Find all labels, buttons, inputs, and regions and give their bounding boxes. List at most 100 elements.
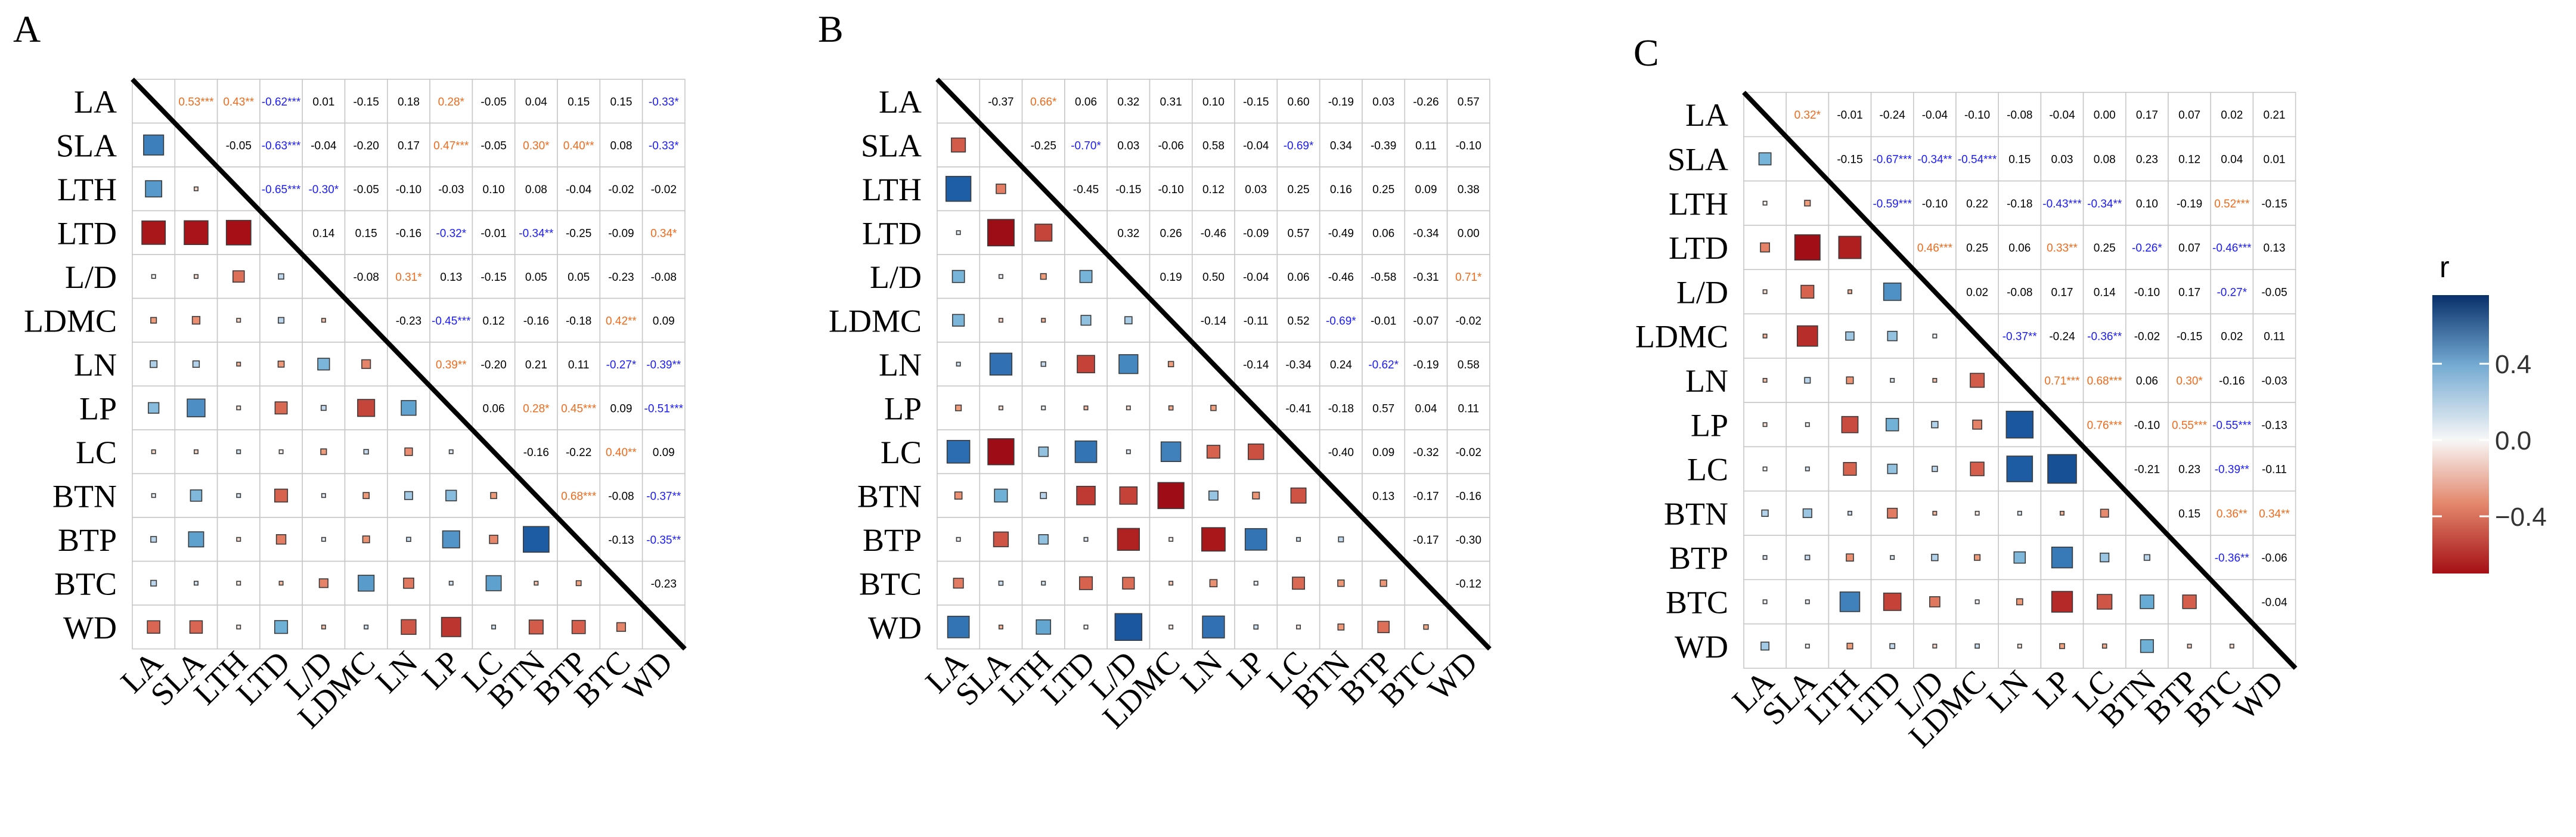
- corr-square-btc-ldmc: [1974, 599, 1980, 604]
- corr-square-ldmc-la: [952, 314, 965, 327]
- grid-cell: [557, 342, 601, 387]
- col-label-wd: WD: [1421, 644, 1484, 708]
- corr-coefficient-lth-wd: -0.15: [2261, 198, 2287, 210]
- corr-square-lth-sla: [996, 184, 1006, 194]
- corr-square-wd-lc: [1296, 624, 1301, 630]
- corr-square-wd-lp: [1253, 624, 1259, 630]
- grid-cell: [429, 210, 473, 255]
- grid-cell: [1276, 122, 1320, 168]
- corr-coefficient-ln-lc: 0.68***: [2087, 375, 2123, 388]
- corr-square-ldmc-ltd: [1887, 330, 1898, 342]
- corr-coefficient-lth-ltd: -0.65***: [262, 184, 301, 196]
- grid-cell: [174, 79, 218, 124]
- corr-square-lp-sla: [998, 405, 1003, 411]
- grid-cell: [2252, 579, 2296, 625]
- corr-coefficient-l-d-ln: -0.08: [2007, 286, 2032, 299]
- corr-square-btp-ltd: [1083, 537, 1089, 542]
- corr-square-lp-sla: [1805, 422, 1810, 427]
- corr-square-btn-lp: [1252, 491, 1260, 500]
- corr-coefficient-ldmc-lc: 0.52: [1288, 315, 1310, 327]
- corr-square-btp-ldmc: [1974, 554, 1981, 561]
- corr-coefficient-l-d-lc: 0.14: [2094, 286, 2116, 299]
- legend-tick-label: 0.0: [2495, 426, 2531, 455]
- row-label-btp: BTP: [58, 522, 117, 558]
- grid-cell: [557, 210, 601, 255]
- corr-coefficient-lc-btp: 0.23: [2178, 464, 2200, 476]
- corr-coefficient-ln-btp: 0.11: [568, 359, 590, 371]
- corr-coefficient-lp-btc: 0.04: [1415, 402, 1437, 415]
- corr-square-ldmc-sla: [1796, 325, 1818, 347]
- corr-square-ln-sla: [1804, 377, 1811, 384]
- corr-square-ldmc-lth: [1845, 331, 1855, 341]
- corr-square-lc-ln: [404, 447, 413, 456]
- corr-coefficient-la-ln: 0.18: [398, 96, 420, 108]
- corr-coefficient-lth-ln: 0.12: [1202, 184, 1225, 196]
- corr-coefficient-ln-lc: -0.20: [481, 359, 506, 371]
- corr-square-btc-l-d: [1122, 576, 1135, 590]
- grid-cell: [1404, 122, 1448, 168]
- corr-square-ldmc-l-d: [1124, 316, 1133, 325]
- grid-cell: [1404, 429, 1448, 475]
- corr-coefficient-btn-wd: -0.37**: [646, 490, 681, 503]
- corr-square-wd-l-d: [1114, 613, 1143, 641]
- grid-cell: [1998, 180, 2042, 226]
- grid-cell: [2252, 446, 2296, 492]
- corr-square-ln-la: [1762, 377, 1768, 383]
- grid-cell: [1362, 122, 1406, 168]
- corr-square-sla-la: [1758, 152, 1772, 166]
- grid-cell: [1362, 166, 1406, 212]
- corr-coefficient-lth-btc: -0.02: [608, 184, 634, 196]
- corr-coefficient-lth-btc: 0.52***: [2214, 198, 2250, 210]
- corr-square-wd-lc: [2101, 643, 2107, 649]
- grid-cell: [2082, 269, 2126, 315]
- grid-cell: [386, 122, 430, 168]
- corr-square-ldmc-la: [1762, 333, 1768, 339]
- corr-coefficient-la-sla: -0.37: [988, 96, 1013, 108]
- corr-square-l-d-ltd: [1079, 269, 1093, 283]
- row-label-lp: LP: [884, 390, 922, 426]
- grid-cell: [1404, 166, 1448, 212]
- corr-coefficient-la-sla: 0.32*: [1794, 109, 1821, 122]
- grid-cell: [641, 122, 686, 168]
- grid-cell: [641, 560, 686, 606]
- corr-square-btn-l-d: [1932, 510, 1938, 516]
- corr-coefficient-ltd-btp: 0.07: [2178, 242, 2200, 255]
- grid-cell: [641, 342, 686, 387]
- corr-square-wd-sla: [189, 620, 203, 634]
- row-label-sla: SLA: [1667, 141, 1728, 177]
- corr-square-ln-lth: [1846, 376, 1854, 385]
- corr-square-btp-ltd: [1890, 555, 1895, 560]
- corr-coefficient-lth-btp: 0.25: [1372, 184, 1394, 196]
- corr-square-btc-btn: [2140, 594, 2155, 609]
- grid-cell: [1955, 490, 1999, 536]
- corr-coefficient-la-ldmc: 0.31: [1160, 96, 1182, 108]
- legend-colorbar: [2432, 295, 2489, 574]
- corr-coefficient-lc-btp: -0.22: [566, 447, 591, 459]
- row-label-lp: LP: [79, 390, 117, 426]
- grid-cell: [1234, 210, 1278, 255]
- corr-square-btp-sla: [188, 531, 204, 548]
- grid-cell: [1192, 297, 1235, 343]
- corr-coefficient-btn-wd: -0.16: [1456, 490, 1481, 503]
- corr-coefficient-ltd-wd: 0.00: [1458, 227, 1480, 240]
- corr-coefficient-ltd-btn: -0.49: [1328, 227, 1354, 240]
- corr-square-btc-sla: [998, 580, 1004, 586]
- corr-square-wd-sla: [998, 624, 1003, 630]
- corr-coefficient-ltd-lp: -0.09: [1243, 227, 1269, 240]
- grid-cell: [1913, 225, 1957, 270]
- corr-square-btn-lth: [236, 493, 241, 498]
- grid-cell: [1446, 254, 1490, 299]
- corr-square-ltd-lth: [225, 219, 252, 246]
- corr-square-btc-la: [1762, 599, 1768, 604]
- corr-coefficient-lth-wd: -0.02: [651, 184, 677, 196]
- corr-coefficient-la-lth: 0.66*: [1030, 96, 1057, 108]
- corr-square-btc-ltd: [1883, 593, 1902, 611]
- grid-cell: [429, 79, 473, 124]
- corr-square-btp-lth: [1038, 534, 1049, 545]
- row-label-wd: WD: [63, 610, 117, 646]
- corr-coefficient-l-d-btc: -0.31: [1413, 271, 1439, 284]
- corr-square-lc-lth: [236, 449, 241, 454]
- corr-coefficient-sla-btc: 0.08: [610, 140, 632, 152]
- corr-coefficient-ln-btn: 0.24: [1330, 359, 1352, 371]
